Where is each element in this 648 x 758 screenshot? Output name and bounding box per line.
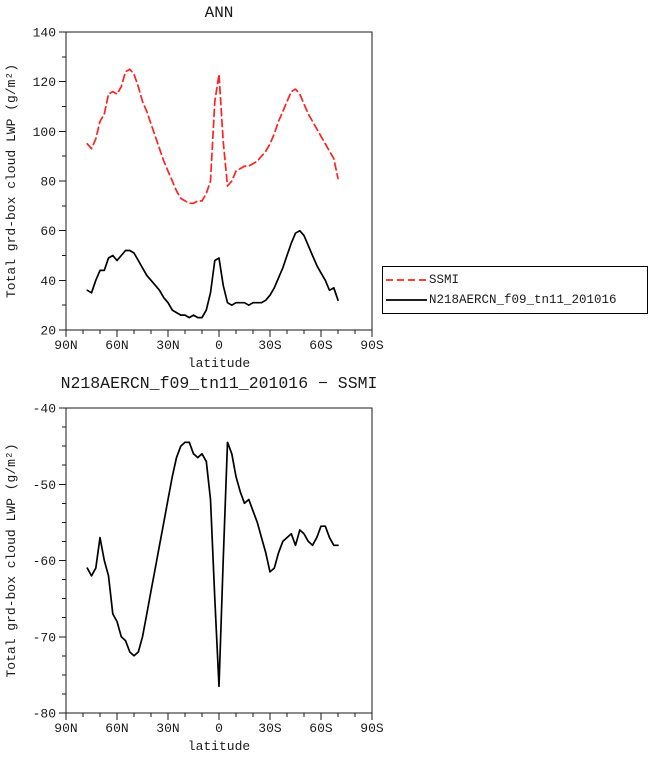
svg-text:40: 40: [40, 274, 56, 289]
svg-text:120: 120: [33, 75, 56, 90]
ssmi-line-sample: [386, 279, 427, 281]
svg-text:140: 140: [33, 26, 56, 41]
svg-text:90S: 90S: [360, 721, 384, 736]
svg-text:30N: 30N: [156, 721, 179, 736]
svg-text:100: 100: [33, 125, 56, 140]
model-line-sample: [386, 299, 427, 301]
svg-text:30S: 30S: [258, 721, 282, 736]
svg-text:Total grd-box cloud LWP (g/m²): Total grd-box cloud LWP (g/m²): [4, 64, 19, 298]
legend: SSMI N218AERCN_f09_tn11_201016: [382, 266, 648, 314]
svg-text:90N: 90N: [54, 338, 77, 353]
ssmi-line: [86, 68, 339, 205]
svg-text:-40: -40: [33, 402, 56, 417]
svg-text:-70: -70: [33, 630, 56, 645]
svg-text:latitude: latitude: [188, 739, 250, 754]
svg-text:60: 60: [40, 224, 56, 239]
svg-text:-50: -50: [33, 478, 56, 493]
svg-text:60S: 60S: [309, 338, 333, 353]
svg-text:0: 0: [215, 338, 223, 353]
svg-text:30N: 30N: [156, 338, 179, 353]
top-chart-title: ANN: [204, 4, 234, 22]
svg-text:-80: -80: [33, 707, 56, 722]
svg-text:-60: -60: [33, 554, 56, 569]
diff-chart-title: N218AERCN_f09_tn11_201016 − SSMI: [60, 374, 378, 393]
svg-text:30S: 30S: [258, 338, 282, 353]
legend-item-model: N218AERCN_f09_tn11_201016: [385, 290, 645, 310]
svg-text:Total grd-box cloud LWP (g/m²): Total grd-box cloud LWP (g/m²): [4, 443, 19, 677]
diff-chart-plot: 90N 60N 30N 0 30S 60S 90S -80 -70 -60 -50 -40 latitu…: [4, 402, 384, 755]
svg-text:90N: 90N: [54, 721, 77, 736]
legend-item-ssmi: SSMI: [385, 270, 645, 290]
n218aercn-f09-tn11-201016-ssmi-line: [86, 441, 339, 688]
svg-text:80: 80: [40, 175, 56, 190]
svg-text:60S: 60S: [309, 721, 333, 736]
legend-label-ssmi: SSMI: [429, 273, 460, 287]
svg-text:latitude: latitude: [188, 356, 250, 371]
svg-text:90S: 90S: [360, 338, 384, 353]
top-chart-plot: 90N 60N 30N 0 30S 60S 90S 20 40 60 80 100 120 140 lati…: [4, 26, 384, 372]
svg-text:60N: 60N: [105, 338, 128, 353]
svg-text:60N: 60N: [105, 721, 128, 736]
legend-label-model: N218AERCN_f09_tn11_201016: [429, 293, 617, 307]
svg-text:20: 20: [40, 324, 56, 339]
svg-text:0: 0: [215, 721, 223, 736]
n218aercn-f09-tn11-201016-line: [86, 229, 339, 319]
